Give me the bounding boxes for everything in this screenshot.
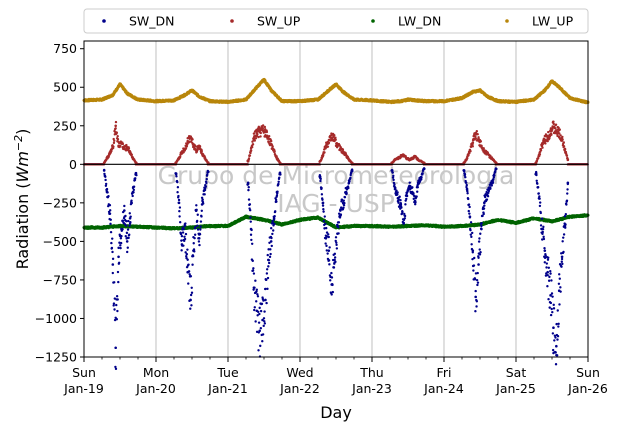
point-lw_up	[172, 98, 176, 102]
point-lw_up	[125, 92, 129, 95]
point-lw_up	[406, 98, 410, 101]
point-lw_dn	[172, 226, 176, 230]
point-lw_up	[136, 98, 140, 101]
point-lw_dn	[100, 226, 104, 229]
gridlines	[155, 41, 517, 357]
point-lw_dn	[208, 224, 212, 228]
point-lw_dn	[550, 219, 554, 223]
point-lw_up	[550, 79, 554, 83]
point-lw_up	[442, 99, 446, 103]
point-lw_up	[226, 100, 230, 104]
point-lw_up	[197, 95, 201, 98]
point-lw_up	[370, 98, 374, 102]
point-lw_up	[280, 99, 284, 103]
point-lw_up	[399, 99, 403, 103]
point-lw_up	[100, 98, 104, 101]
point-lw_up	[478, 88, 482, 92]
point-lw_dn	[154, 226, 158, 229]
point-lw_dn	[442, 225, 446, 229]
watermark-line: Grupo de Micrometeorologia	[158, 161, 515, 190]
point-lw_up	[316, 98, 320, 101]
point-lw_up	[557, 85, 561, 89]
point-lw_dn	[190, 226, 194, 229]
watermark-line: IAG - USP	[277, 189, 395, 218]
point-lw_up	[514, 100, 518, 104]
point-lw_up	[413, 98, 417, 102]
point-lw_up	[568, 96, 572, 100]
point-lw_dn	[352, 224, 356, 228]
point-lw_dn	[388, 225, 392, 229]
point-lw_up	[532, 98, 536, 101]
point-lw_dn	[496, 218, 500, 222]
point-lw_up	[208, 99, 212, 103]
point-lw_dn	[532, 216, 536, 220]
point-lw_up	[244, 98, 248, 101]
point-lw_dn	[406, 224, 410, 228]
point-lw_up	[485, 95, 489, 98]
point-lw_up	[262, 78, 266, 81]
point-lw_dn	[136, 225, 140, 229]
point-lw_dn	[316, 216, 320, 219]
point-lw_up	[471, 90, 475, 94]
point-lw_dn	[460, 224, 464, 228]
point-lw_dn	[424, 223, 428, 227]
point-lw_dn	[280, 223, 284, 226]
point-lw_up	[154, 99, 158, 103]
point-lw_up	[543, 88, 547, 92]
point-lw_up	[118, 82, 122, 86]
point-lw_up	[190, 88, 194, 92]
point-lw_up	[269, 88, 273, 92]
point-lw_up	[111, 93, 115, 97]
point-lw_up	[334, 82, 338, 86]
point-lw_up	[352, 98, 356, 101]
point-lw_dn	[226, 224, 230, 228]
point-lw_up	[341, 90, 345, 94]
data-marks	[82, 77, 590, 371]
point-lw_up	[255, 85, 259, 89]
point-lw_up	[298, 99, 302, 103]
point-lw_up	[327, 88, 331, 92]
point-lw_dn	[244, 215, 248, 219]
point-lw_up	[388, 100, 392, 104]
point-lw_up	[460, 96, 464, 100]
point-lw_dn	[568, 215, 572, 219]
point-lw_dn	[298, 218, 302, 222]
point-lw_dn	[118, 224, 122, 228]
point-lw_dn	[514, 221, 518, 225]
point-lw_up	[424, 99, 428, 103]
point-lw_dn	[262, 218, 266, 222]
point-lw_up	[183, 93, 187, 97]
point-lw_dn	[370, 224, 374, 228]
point-lw_up	[496, 99, 500, 103]
